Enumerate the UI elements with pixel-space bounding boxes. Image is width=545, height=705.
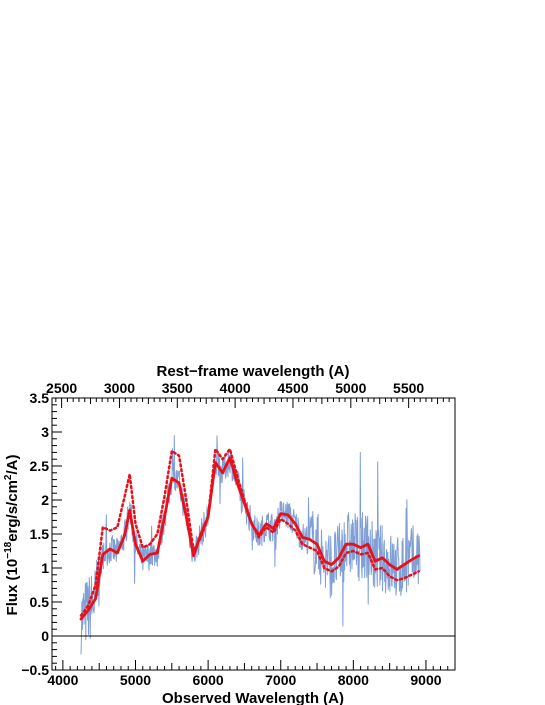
model-series-layer [79,447,421,621]
x-axis-title: Observed Wavelength (A) [162,690,344,705]
y-axis-title-prefix: Flux (10 [4,559,21,616]
x-tick-label: 9000 [410,672,441,688]
top-tick-label: 3500 [162,380,193,396]
y-tick-label: −0.5 [21,662,49,678]
x-tick-label: 8000 [338,672,369,688]
top-tick-label: 5000 [335,380,366,396]
x-tick-label: 4000 [47,672,78,688]
y-tick-label: 3 [41,424,49,440]
y-axis-title-suffix: /A) [4,455,21,475]
y-tick-label: 0 [41,628,49,644]
model-series-dotted [79,447,420,617]
top-tick-label: 5500 [393,380,424,396]
x-tick-label: 5000 [120,672,151,688]
y-tick-label: 1.5 [30,526,50,542]
top-tick-label: 2500 [46,380,77,396]
y-tick-label: 2.5 [30,458,50,474]
y-axis-title: Flux (10−18erg/s/cm2/A) [3,455,21,616]
y-axis-title-mid: erg/s/cm [4,480,21,542]
y-tick-label: 1 [41,560,49,576]
y-axis-title-exp1: −18 [3,541,14,558]
x-tick-label: 7000 [265,672,296,688]
y-axis-title-exp2: 2 [3,474,14,480]
top-tick-label: 3000 [104,380,135,396]
top-axis-title: Rest−frame wavelength (A) [157,363,350,380]
x-tick-label: 6000 [193,672,224,688]
y-tick-label: 3.5 [30,390,50,406]
ticks-layer: 4000 5000 6000 7000 8000 9000 −0.5 0 0.5 1 1.5 2 2.5… [21,380,450,688]
top-tick-label: 4000 [220,380,251,396]
top-tick-label: 4500 [277,380,308,396]
y-tick-label: 0.5 [30,594,50,610]
y-tick-label: 2 [41,492,49,508]
